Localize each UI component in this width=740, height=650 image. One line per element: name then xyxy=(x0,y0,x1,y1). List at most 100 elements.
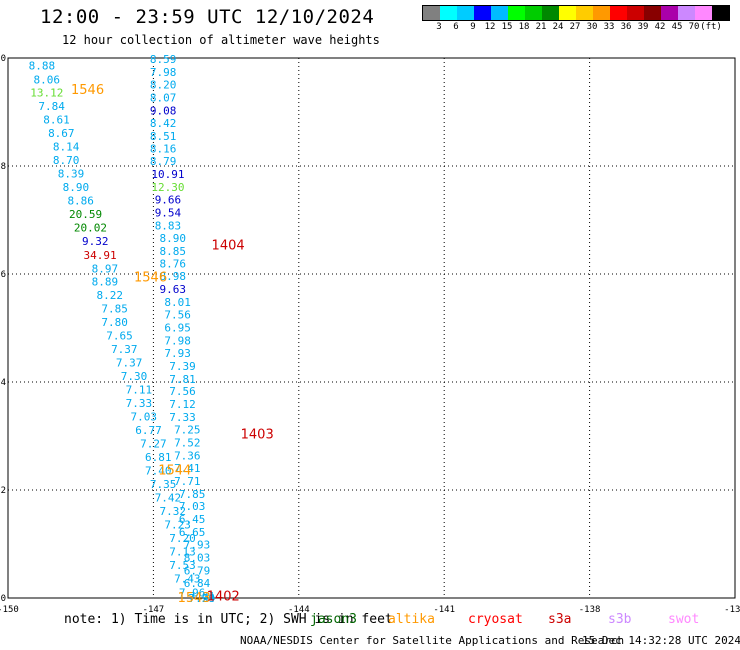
wave-height-value: 7.03 xyxy=(130,411,157,424)
legend-entry-s3b: s3b xyxy=(608,612,632,627)
x-tick-label: -141 xyxy=(433,605,455,612)
color-scale-label: 12 xyxy=(484,22,496,32)
color-scale-label: 30 xyxy=(586,22,598,32)
y-tick-label: 4 xyxy=(1,378,6,388)
wave-height-value: 13.12 xyxy=(30,87,63,100)
wave-height-value: 8.16 xyxy=(150,143,177,156)
color-scale-label: 33 xyxy=(603,22,615,32)
wave-height-value: 7.53 xyxy=(169,559,196,572)
color-scale-label: 39 xyxy=(637,22,649,32)
x-tick-label: -138 xyxy=(579,605,601,612)
color-scale-label: 36 xyxy=(620,22,632,32)
wave-height-value: 7.98 xyxy=(164,334,191,347)
color-swatch xyxy=(661,6,678,20)
wave-height-value: 34.91 xyxy=(84,249,117,262)
wave-height-value: 7.71 xyxy=(174,475,201,488)
wave-height-value: 7.33 xyxy=(126,397,153,410)
color-swatch xyxy=(542,6,559,20)
wave-height-value: 7.84 xyxy=(38,100,65,113)
color-scale-label: 6 xyxy=(453,22,459,32)
track-label: 1404 xyxy=(212,238,245,253)
wave-height-value: 8.70 xyxy=(53,154,80,167)
color-scale-label: 15 xyxy=(501,22,513,32)
track-label: 1546 xyxy=(134,271,167,286)
wave-height-value: 7.56 xyxy=(169,385,196,398)
color-swatch xyxy=(559,6,576,20)
color-swatch xyxy=(627,6,644,20)
y-tick-label: 2 xyxy=(1,486,6,496)
wave-height-value: 8.97 xyxy=(92,263,119,276)
footer-credit: NOAA/NESDIS Center for Satellite Applica… xyxy=(240,634,625,647)
wave-height-value: 6.77 xyxy=(135,424,162,437)
color-scale-label: 9 xyxy=(470,22,476,32)
wave-height-value: 7.81 xyxy=(169,373,196,386)
color-swatch xyxy=(695,6,712,20)
wave-height-value: 8.98 xyxy=(160,270,187,283)
color-swatch xyxy=(576,6,593,20)
wave-height-value: 7.13 xyxy=(169,546,196,559)
wave-height-value: 6.95 xyxy=(164,321,191,334)
y-tick-label: 8 xyxy=(1,162,6,172)
color-scale-label: 70 xyxy=(688,22,700,32)
wave-height-value: 7.37 xyxy=(116,357,143,370)
color-scale-label: 24 xyxy=(552,22,564,32)
wave-height-value: 8.86 xyxy=(67,195,94,208)
legend-entry-altika: altika xyxy=(388,612,435,627)
legend-entry-cryosat: cryosat xyxy=(468,612,523,627)
satellite-legend: jason3 altika cryosat s3a s3b swot xyxy=(0,612,740,628)
wave-height-value: 20.59 xyxy=(69,208,102,221)
legend-entry-swot: swot xyxy=(668,612,700,627)
wave-height-value: 7.39 xyxy=(169,360,196,373)
wave-height-value: 7.93 xyxy=(164,347,191,360)
wave-height-value: 9.63 xyxy=(160,283,187,296)
color-scale-bar xyxy=(422,5,730,21)
wave-height-value: 7.85 xyxy=(101,303,128,316)
track-label: 1402 xyxy=(207,589,240,604)
wave-height-value: 7.96 xyxy=(179,587,206,600)
legend-entry-jason3: jason3 xyxy=(310,612,357,627)
wave-height-value: 8.14 xyxy=(53,141,80,154)
color-scale-labels: 3 6 9 12 15 18 21 24 27 30 33 36 39 42 45 70 (ft) xyxy=(422,22,732,34)
wave-height-value: 7.33 xyxy=(169,411,196,424)
wave-height-value: 9.08 xyxy=(150,104,177,117)
wave-height-value: 7.25 xyxy=(174,424,201,437)
x-tick-label: -144 xyxy=(288,605,310,612)
wave-height-value: 8.85 xyxy=(160,245,187,258)
y-tick-label: 6 xyxy=(1,270,6,280)
wave-height-value: 7.85 xyxy=(179,488,206,501)
color-swatch xyxy=(457,6,474,20)
legend-entry-s3a: s3a xyxy=(548,612,572,627)
y-tick-label: 10 xyxy=(0,54,6,64)
wave-height-value: 6.45 xyxy=(179,513,206,526)
wave-height-value: 7.24 xyxy=(189,592,216,605)
color-scale-label: 18 xyxy=(518,22,530,32)
wave-height-value: 7.37 xyxy=(111,343,138,356)
wave-height-value: 7.56 xyxy=(164,309,191,322)
wave-height-value: 9.54 xyxy=(155,206,182,219)
track-label: 1544 xyxy=(158,463,191,478)
wave-height-value: 8.39 xyxy=(58,168,85,181)
plot-frame xyxy=(7,57,736,599)
wave-height-value: 7.01 xyxy=(189,590,216,603)
wave-height-value: 7.35 xyxy=(150,478,177,491)
color-scale-label: 27 xyxy=(569,22,581,32)
wave-height-value: 6.81 xyxy=(145,451,172,464)
color-scale-label: 42 xyxy=(654,22,666,32)
wave-height-value: 7.32 xyxy=(160,505,187,518)
altimeter-plot: -150-147-144-141-138-13502468108.888.061… xyxy=(0,53,740,612)
wave-height-value: 8.89 xyxy=(92,276,119,289)
wave-height-value: 8.07 xyxy=(150,91,177,104)
color-swatch xyxy=(508,6,525,20)
wave-height-value: 7.12 xyxy=(169,398,196,411)
wave-height-value: 8.79 xyxy=(150,155,177,168)
wave-height-value: 7.39 xyxy=(189,592,216,605)
wave-height-value: 7.42 xyxy=(155,492,182,505)
wave-height-value: 8.59 xyxy=(150,53,177,66)
wave-height-value: 7.98 xyxy=(150,66,177,79)
color-swatch xyxy=(423,6,440,20)
wave-height-value: 7.52 xyxy=(174,436,201,449)
wave-height-value: 9.32 xyxy=(82,235,109,248)
color-swatch xyxy=(440,6,457,20)
color-swatch xyxy=(678,6,695,20)
color-scale-label: 45 xyxy=(671,22,683,32)
